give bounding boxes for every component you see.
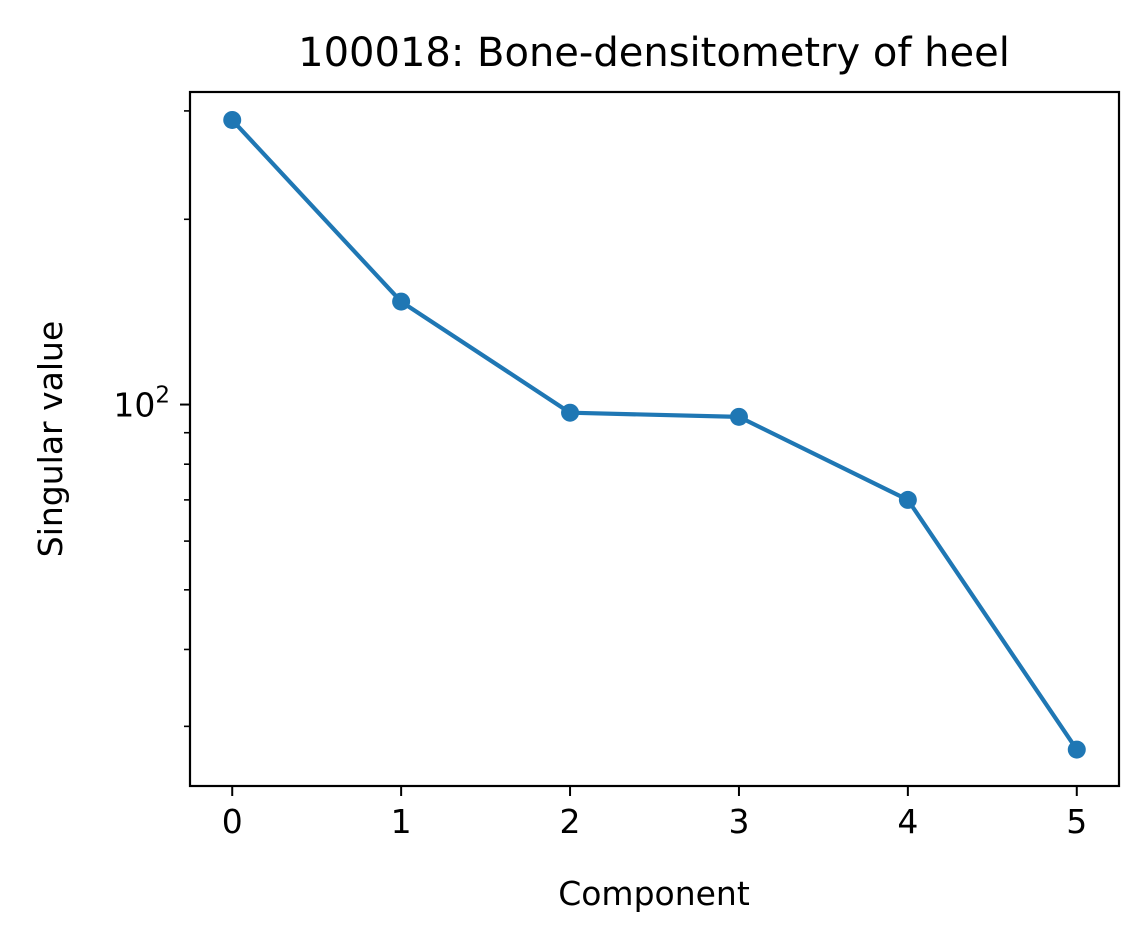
y-axis-label: Singular value [31, 321, 70, 557]
x-tick-label: 5 [1066, 802, 1087, 841]
series-layer [223, 110, 1086, 759]
data-point [392, 292, 411, 311]
x-tick-label: 1 [391, 802, 412, 841]
x-tick-label: 0 [222, 802, 243, 841]
chart-title: 100018: Bone-densitometry of heel [298, 30, 1010, 76]
plot-frame [188, 90, 1121, 788]
data-point [561, 403, 580, 422]
data-point [223, 110, 242, 129]
x-axis-label: Component [558, 874, 750, 913]
y-axis: 102 [113, 110, 190, 728]
y-tick-label: 102 [113, 383, 170, 425]
x-tick-label: 3 [728, 802, 749, 841]
series-line [229, 117, 1080, 753]
x-tick-label: 2 [560, 802, 581, 841]
data-point [1067, 740, 1086, 759]
data-point [729, 407, 748, 426]
x-axis: 0 1 2 3 4 5 [222, 786, 1087, 841]
x-tick-label: 4 [897, 802, 918, 841]
plot-area [188, 90, 1121, 788]
data-point [898, 490, 917, 509]
